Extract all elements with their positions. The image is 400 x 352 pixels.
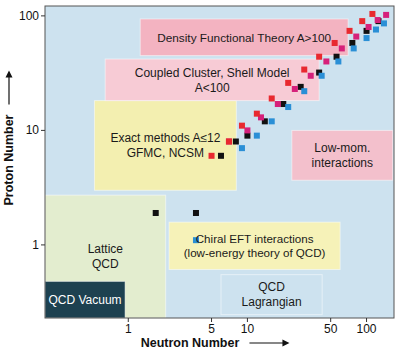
nucleus [319,73,325,79]
regions [45,19,393,318]
nucleus [301,88,307,94]
x-tick-label: 10 [241,322,255,336]
region-label: Low-mom. [314,141,370,155]
chart: LatticeQCDQCD VacuumQCDLagrangianChiral … [0,0,400,352]
region [94,101,236,191]
plot-background [45,6,394,318]
nucleus [373,27,379,33]
nucleus [226,138,232,144]
nucleus [335,58,341,64]
y-axis-title: Proton Number [2,114,16,205]
nucleus [375,17,381,23]
nucleus [316,54,322,60]
nucleus [239,145,245,151]
region-label: (low-energy theory of QCD) [184,246,326,259]
region-label: QCD [92,257,119,271]
region [292,130,393,180]
nucleus [244,133,250,139]
region [105,59,319,101]
region-label: interactions [312,156,373,170]
nucleus [269,95,275,101]
x-arrow [249,342,287,343]
nucleus [285,104,291,110]
region [45,195,166,318]
region [140,19,348,56]
x-tick-label: 1 [125,322,132,336]
region-label: Lattice [88,242,124,256]
region-label: Coupled Cluster, Shell Model [135,66,290,80]
nucleus [233,138,239,144]
nucleus [301,67,307,73]
nucleus [347,28,353,34]
region-label: Density Functional Theory A>100 [157,31,331,45]
nucleus [359,18,365,24]
nucleus [308,73,314,79]
axes: 1 5 10 50 100 1 10 100 [19,9,377,336]
region [45,281,125,318]
y-tick [41,244,45,245]
region-label: Chiral EFT interactions [196,232,314,245]
nucleus [353,34,359,40]
nucleus [254,111,260,117]
y-tick-label: 100 [19,9,39,23]
y-tick-label: 10 [26,123,40,137]
x-tick-label: 100 [357,322,377,336]
region-label: Exact methods A≤12 [110,131,220,145]
region-label: QCD Vacuum [48,293,121,307]
y-arrowhead [6,70,13,77]
nucleus [254,133,260,139]
nucleus [323,58,329,64]
nucleus [153,210,159,216]
y-tick [41,15,45,16]
x-tick-label: 50 [324,322,338,336]
nucleus [351,45,357,51]
x-tick-label: 5 [208,322,215,336]
y-tick [41,130,45,131]
nucleus [275,101,281,107]
nucleus [193,210,199,216]
region-labels: LatticeQCDQCD VacuumQCDLagrangianChiral … [48,31,373,310]
region-label: Lagrangian [242,295,302,309]
nucleus [244,127,250,133]
nucleus [364,35,370,41]
nucleus [285,80,291,86]
plot-frame [45,6,394,318]
y-tick-label: 1 [32,238,39,252]
nucleus [269,118,275,124]
region-label: GFMC, NCSM [127,146,204,160]
nucleus [209,153,215,159]
nucleus [369,11,375,17]
x-arrowhead [282,340,289,347]
nucleus [349,40,355,46]
nucleus [339,45,345,51]
region-label: A<100 [195,81,230,95]
nucleus [226,138,232,144]
nucleus [366,24,372,30]
region-label: QCD [258,280,285,294]
nucleus [239,123,245,129]
nucleus [332,40,338,46]
nucleus [218,153,224,159]
nucleus [292,86,298,92]
nucleus [383,12,389,18]
region [169,222,340,269]
x-axis-title: Neutron Number [141,336,240,350]
nuclei [153,11,389,243]
region [221,275,322,315]
nucleus [381,20,387,26]
